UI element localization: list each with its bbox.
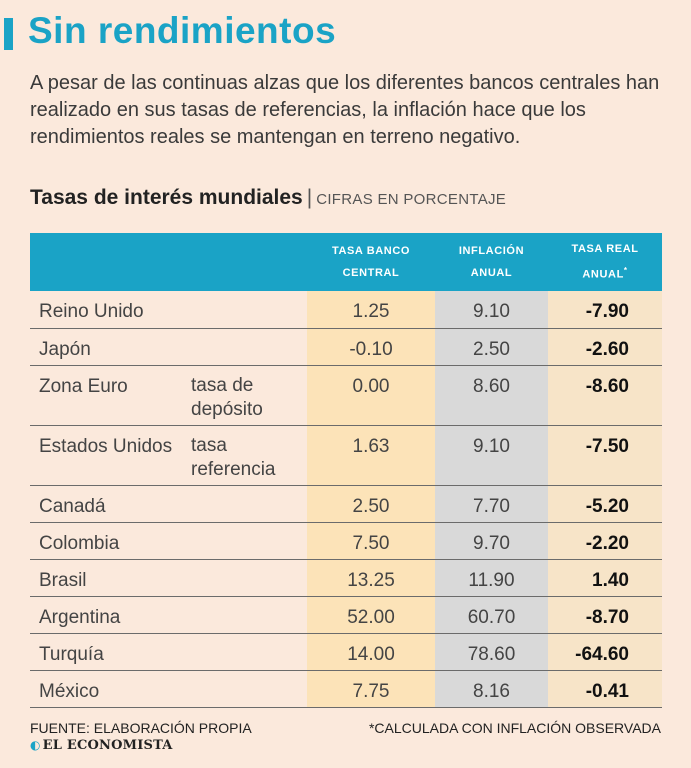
table-row: México 7.75 8.16 -0.41	[30, 670, 662, 708]
header-country	[30, 233, 189, 291]
table-subtitle: Tasas de interés mundiales | CIFRAS EN POR…	[30, 186, 506, 210]
table-row: Canadá 2.50 7.70 -5.20	[30, 485, 662, 523]
country-cell: Turquía	[30, 633, 189, 671]
note-cell	[189, 485, 307, 523]
table-title: Tasas de interés mundiales	[30, 186, 303, 209]
country-cell: Estados Unidos	[30, 425, 189, 486]
note-cell: tasa de depósito	[189, 365, 307, 426]
inflation-cell: 9.10	[435, 291, 548, 329]
note-cell	[189, 328, 307, 366]
bank-rate-cell: 1.25	[307, 291, 435, 329]
real-rate-cell: -5.20	[548, 485, 662, 523]
country-cell: México	[30, 670, 189, 708]
bank-rate-cell: 7.50	[307, 522, 435, 560]
table-row: Argentina 52.00 60.70 -8.70	[30, 596, 662, 634]
inflation-cell: 8.60	[435, 365, 548, 426]
table-row: Turquía 14.00 78.60 -64.60	[30, 633, 662, 671]
real-rate-cell: 1.40	[548, 559, 662, 597]
table-header-row: TASA BANCO CENTRAL INFLACIÓN ANUAL TASA …	[30, 233, 662, 291]
header-bank-rate: TASA BANCO CENTRAL	[307, 233, 435, 291]
subtitle-separator: |	[306, 186, 313, 209]
logo-text: EL ECONOMISTA	[42, 738, 173, 753]
inflation-cell: 8.16	[435, 670, 548, 708]
header-note	[189, 233, 307, 291]
table-row: Japón -0.10 2.50 -2.60	[30, 328, 662, 366]
title-accent-bar	[4, 18, 13, 50]
country-cell: Japón	[30, 328, 189, 366]
country-cell: Zona Euro	[30, 365, 189, 426]
lead-paragraph: A pesar de las continuas alzas que los d…	[30, 72, 660, 148]
interest-rates-table: TASA BANCO CENTRAL INFLACIÓN ANUAL TASA …	[30, 233, 662, 708]
country-cell: Colombia	[30, 522, 189, 560]
inflation-cell: 9.70	[435, 522, 548, 560]
bank-rate-cell: 14.00	[307, 633, 435, 671]
country-cell: Canadá	[30, 485, 189, 523]
table-row: Zona Euro tasa de depósito 0.00 8.60 -8.60	[30, 365, 662, 426]
note-cell	[189, 291, 307, 329]
real-rate-cell: -64.60	[548, 633, 662, 671]
bank-rate-cell: -0.10	[307, 328, 435, 366]
bank-rate-cell: 2.50	[307, 485, 435, 523]
real-rate-cell: -7.90	[548, 291, 662, 329]
inflation-cell: 7.70	[435, 485, 548, 523]
bank-rate-cell: 7.75	[307, 670, 435, 708]
inflation-cell: 9.10	[435, 425, 548, 486]
inflation-cell: 11.90	[435, 559, 548, 597]
real-rate-cell: -0.41	[548, 670, 662, 708]
publisher-logo: ◐ EL ECONOMISTA	[30, 738, 173, 753]
table-row: Colombia 7.50 9.70 -2.20	[30, 522, 662, 560]
real-rate-cell: -8.70	[548, 596, 662, 634]
table-unit: CIFRAS EN PORCENTAJE	[316, 191, 507, 208]
bank-rate-cell: 13.25	[307, 559, 435, 597]
header-real-rate-star: *	[623, 266, 628, 276]
note-cell	[189, 596, 307, 634]
header-inflation: INFLACIÓN ANUAL	[435, 233, 548, 291]
real-rate-cell: -7.50	[548, 425, 662, 486]
source-note: FUENTE: ELABORACIÓN PROPIA	[30, 720, 252, 736]
real-rate-cell: -2.20	[548, 522, 662, 560]
note-cell	[189, 670, 307, 708]
bank-rate-cell: 52.00	[307, 596, 435, 634]
real-rate-cell: -2.60	[548, 328, 662, 366]
table-row: Reino Unido 1.25 9.10 -7.90	[30, 291, 662, 329]
inflation-cell: 78.60	[435, 633, 548, 671]
footnote: *CALCULADA CON INFLACIÓN OBSERVADA	[368, 720, 661, 736]
inflation-cell: 60.70	[435, 596, 548, 634]
note-cell	[189, 559, 307, 597]
inflation-cell: 2.50	[435, 328, 548, 366]
country-cell: Argentina	[30, 596, 189, 634]
real-rate-cell: -8.60	[548, 365, 662, 426]
header-real-rate: TASA REAL ANUAL*	[548, 233, 662, 291]
table-row: Estados Unidos tasa referencia 1.63 9.10 -7.…	[30, 425, 662, 486]
logo-mark-icon: ◐	[30, 738, 41, 752]
country-cell: Reino Unido	[30, 291, 189, 329]
note-cell	[189, 633, 307, 671]
bank-rate-cell: 0.00	[307, 365, 435, 426]
note-cell: tasa referencia	[189, 425, 307, 486]
page-title: Sin rendimientos	[28, 10, 337, 51]
bank-rate-cell: 1.63	[307, 425, 435, 486]
table-row: Brasil 13.25 11.90 1.40	[30, 559, 662, 597]
note-cell	[189, 522, 307, 560]
country-cell: Brasil	[30, 559, 189, 597]
